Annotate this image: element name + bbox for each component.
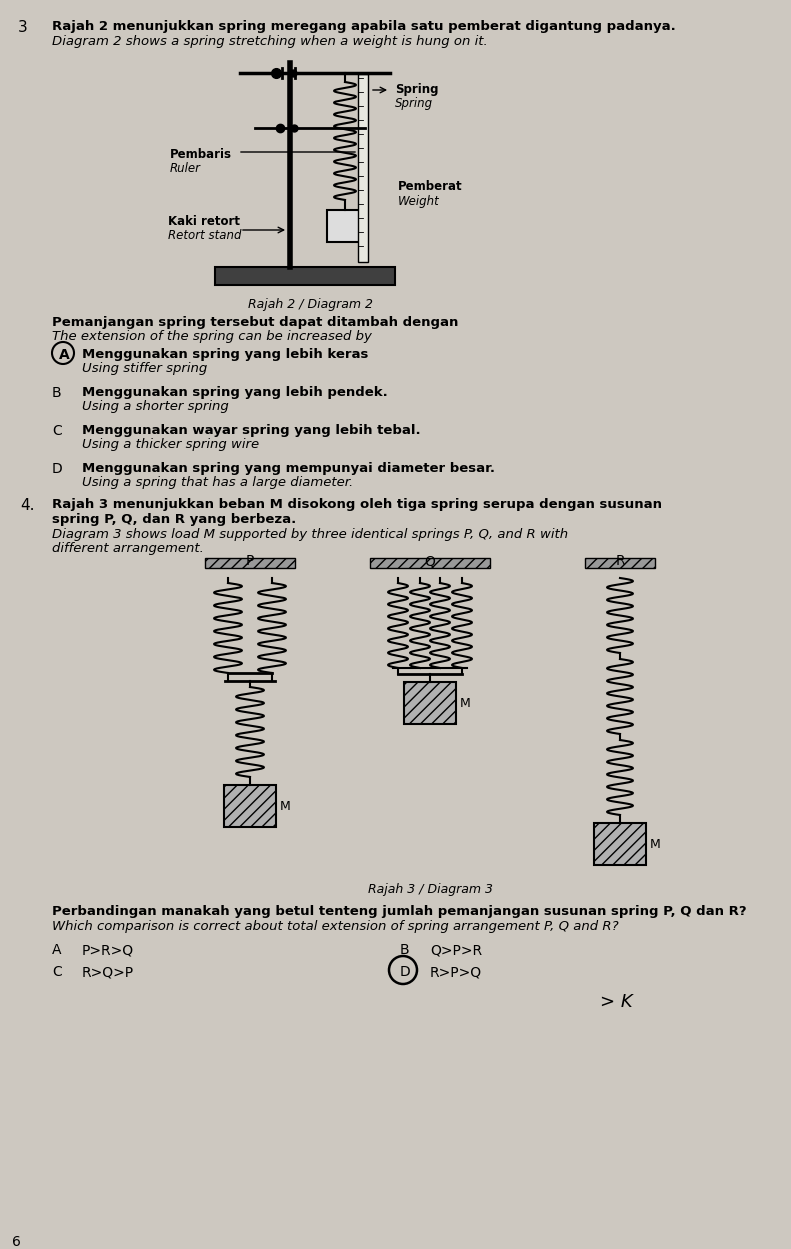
Text: B: B <box>52 386 62 400</box>
Text: A: A <box>59 348 70 362</box>
Text: Kaki retort: Kaki retort <box>168 215 240 229</box>
Bar <box>358 74 368 262</box>
Text: Q: Q <box>425 555 435 568</box>
Text: 3: 3 <box>18 20 28 35</box>
Text: The extension of the spring can be increased by: The extension of the spring can be incre… <box>52 330 372 343</box>
Text: Rajah 3 / Diagram 3: Rajah 3 / Diagram 3 <box>368 883 493 896</box>
Text: R>P>Q: R>P>Q <box>430 965 483 979</box>
Bar <box>404 682 456 724</box>
Text: > K: > K <box>600 993 633 1010</box>
Text: M: M <box>460 697 471 709</box>
Text: Pemanjangan spring tersebut dapat ditambah dengan: Pemanjangan spring tersebut dapat ditamb… <box>52 316 458 328</box>
Text: Rajah 2 menunjukkan spring meregang apabila satu pemberat digantung padanya.: Rajah 2 menunjukkan spring meregang apab… <box>52 20 676 32</box>
Text: 6: 6 <box>12 1235 21 1249</box>
Text: Perbandingan manakah yang betul tenteng jumlah pemanjangan susunan spring P, Q d: Perbandingan manakah yang betul tenteng … <box>52 906 747 918</box>
Text: Using stiffer spring: Using stiffer spring <box>82 362 207 375</box>
Text: Using a shorter spring: Using a shorter spring <box>82 400 229 413</box>
Bar <box>594 823 646 866</box>
Text: D: D <box>400 965 411 979</box>
Text: Menggunakan spring yang lebih pendek.: Menggunakan spring yang lebih pendek. <box>82 386 388 398</box>
Text: Pembaris: Pembaris <box>170 147 232 161</box>
Text: B: B <box>400 943 410 957</box>
Text: D: D <box>52 462 62 476</box>
Text: 4.: 4. <box>20 498 35 513</box>
Bar <box>224 786 276 827</box>
Text: C: C <box>52 965 62 979</box>
Text: P>R>Q: P>R>Q <box>82 943 134 957</box>
Text: Ruler: Ruler <box>170 162 201 175</box>
Text: spring P, Q, dan R yang berbeza.: spring P, Q, dan R yang berbeza. <box>52 513 297 526</box>
Text: Weight: Weight <box>398 195 440 209</box>
Bar <box>585 558 655 568</box>
Text: Spring: Spring <box>395 97 433 110</box>
Text: Menggunakan spring yang lebih keras: Menggunakan spring yang lebih keras <box>82 348 369 361</box>
Text: Retort stand: Retort stand <box>168 229 241 242</box>
Bar <box>205 558 295 568</box>
Bar <box>370 558 490 568</box>
Text: Rajah 2 / Diagram 2: Rajah 2 / Diagram 2 <box>248 299 373 311</box>
Text: P: P <box>246 555 254 568</box>
Text: Which comparison is correct about total extension of spring arrangement P, Q and: Which comparison is correct about total … <box>52 921 619 933</box>
Text: M: M <box>280 799 291 813</box>
Text: Menggunakan wayar spring yang lebih tebal.: Menggunakan wayar spring yang lebih teba… <box>82 423 421 437</box>
Text: Diagram 2 shows a spring stretching when a weight is hung on it.: Diagram 2 shows a spring stretching when… <box>52 35 488 47</box>
Text: Spring: Spring <box>395 82 438 96</box>
Bar <box>215 267 395 285</box>
Text: Diagram 3 shows load M supported by three identical springs P, Q, and R with: Diagram 3 shows load M supported by thre… <box>52 528 568 541</box>
Text: Using a spring that has a large diameter.: Using a spring that has a large diameter… <box>82 476 354 490</box>
Text: different arrangement.: different arrangement. <box>52 542 204 555</box>
Text: A: A <box>52 943 62 957</box>
Text: R>Q>P: R>Q>P <box>82 965 134 979</box>
Text: Pemberat: Pemberat <box>398 180 463 194</box>
Text: R: R <box>615 555 625 568</box>
Text: C: C <box>52 423 62 438</box>
Text: M: M <box>650 838 660 851</box>
Text: Menggunakan spring yang mempunyai diameter besar.: Menggunakan spring yang mempunyai diamet… <box>82 462 495 475</box>
Text: Using a thicker spring wire: Using a thicker spring wire <box>82 438 259 451</box>
Text: Q>P>R: Q>P>R <box>430 943 483 957</box>
Text: Rajah 3 menunjukkan beban M disokong oleh tiga spring serupa dengan susunan: Rajah 3 menunjukkan beban M disokong ole… <box>52 498 662 511</box>
Bar <box>327 210 363 242</box>
